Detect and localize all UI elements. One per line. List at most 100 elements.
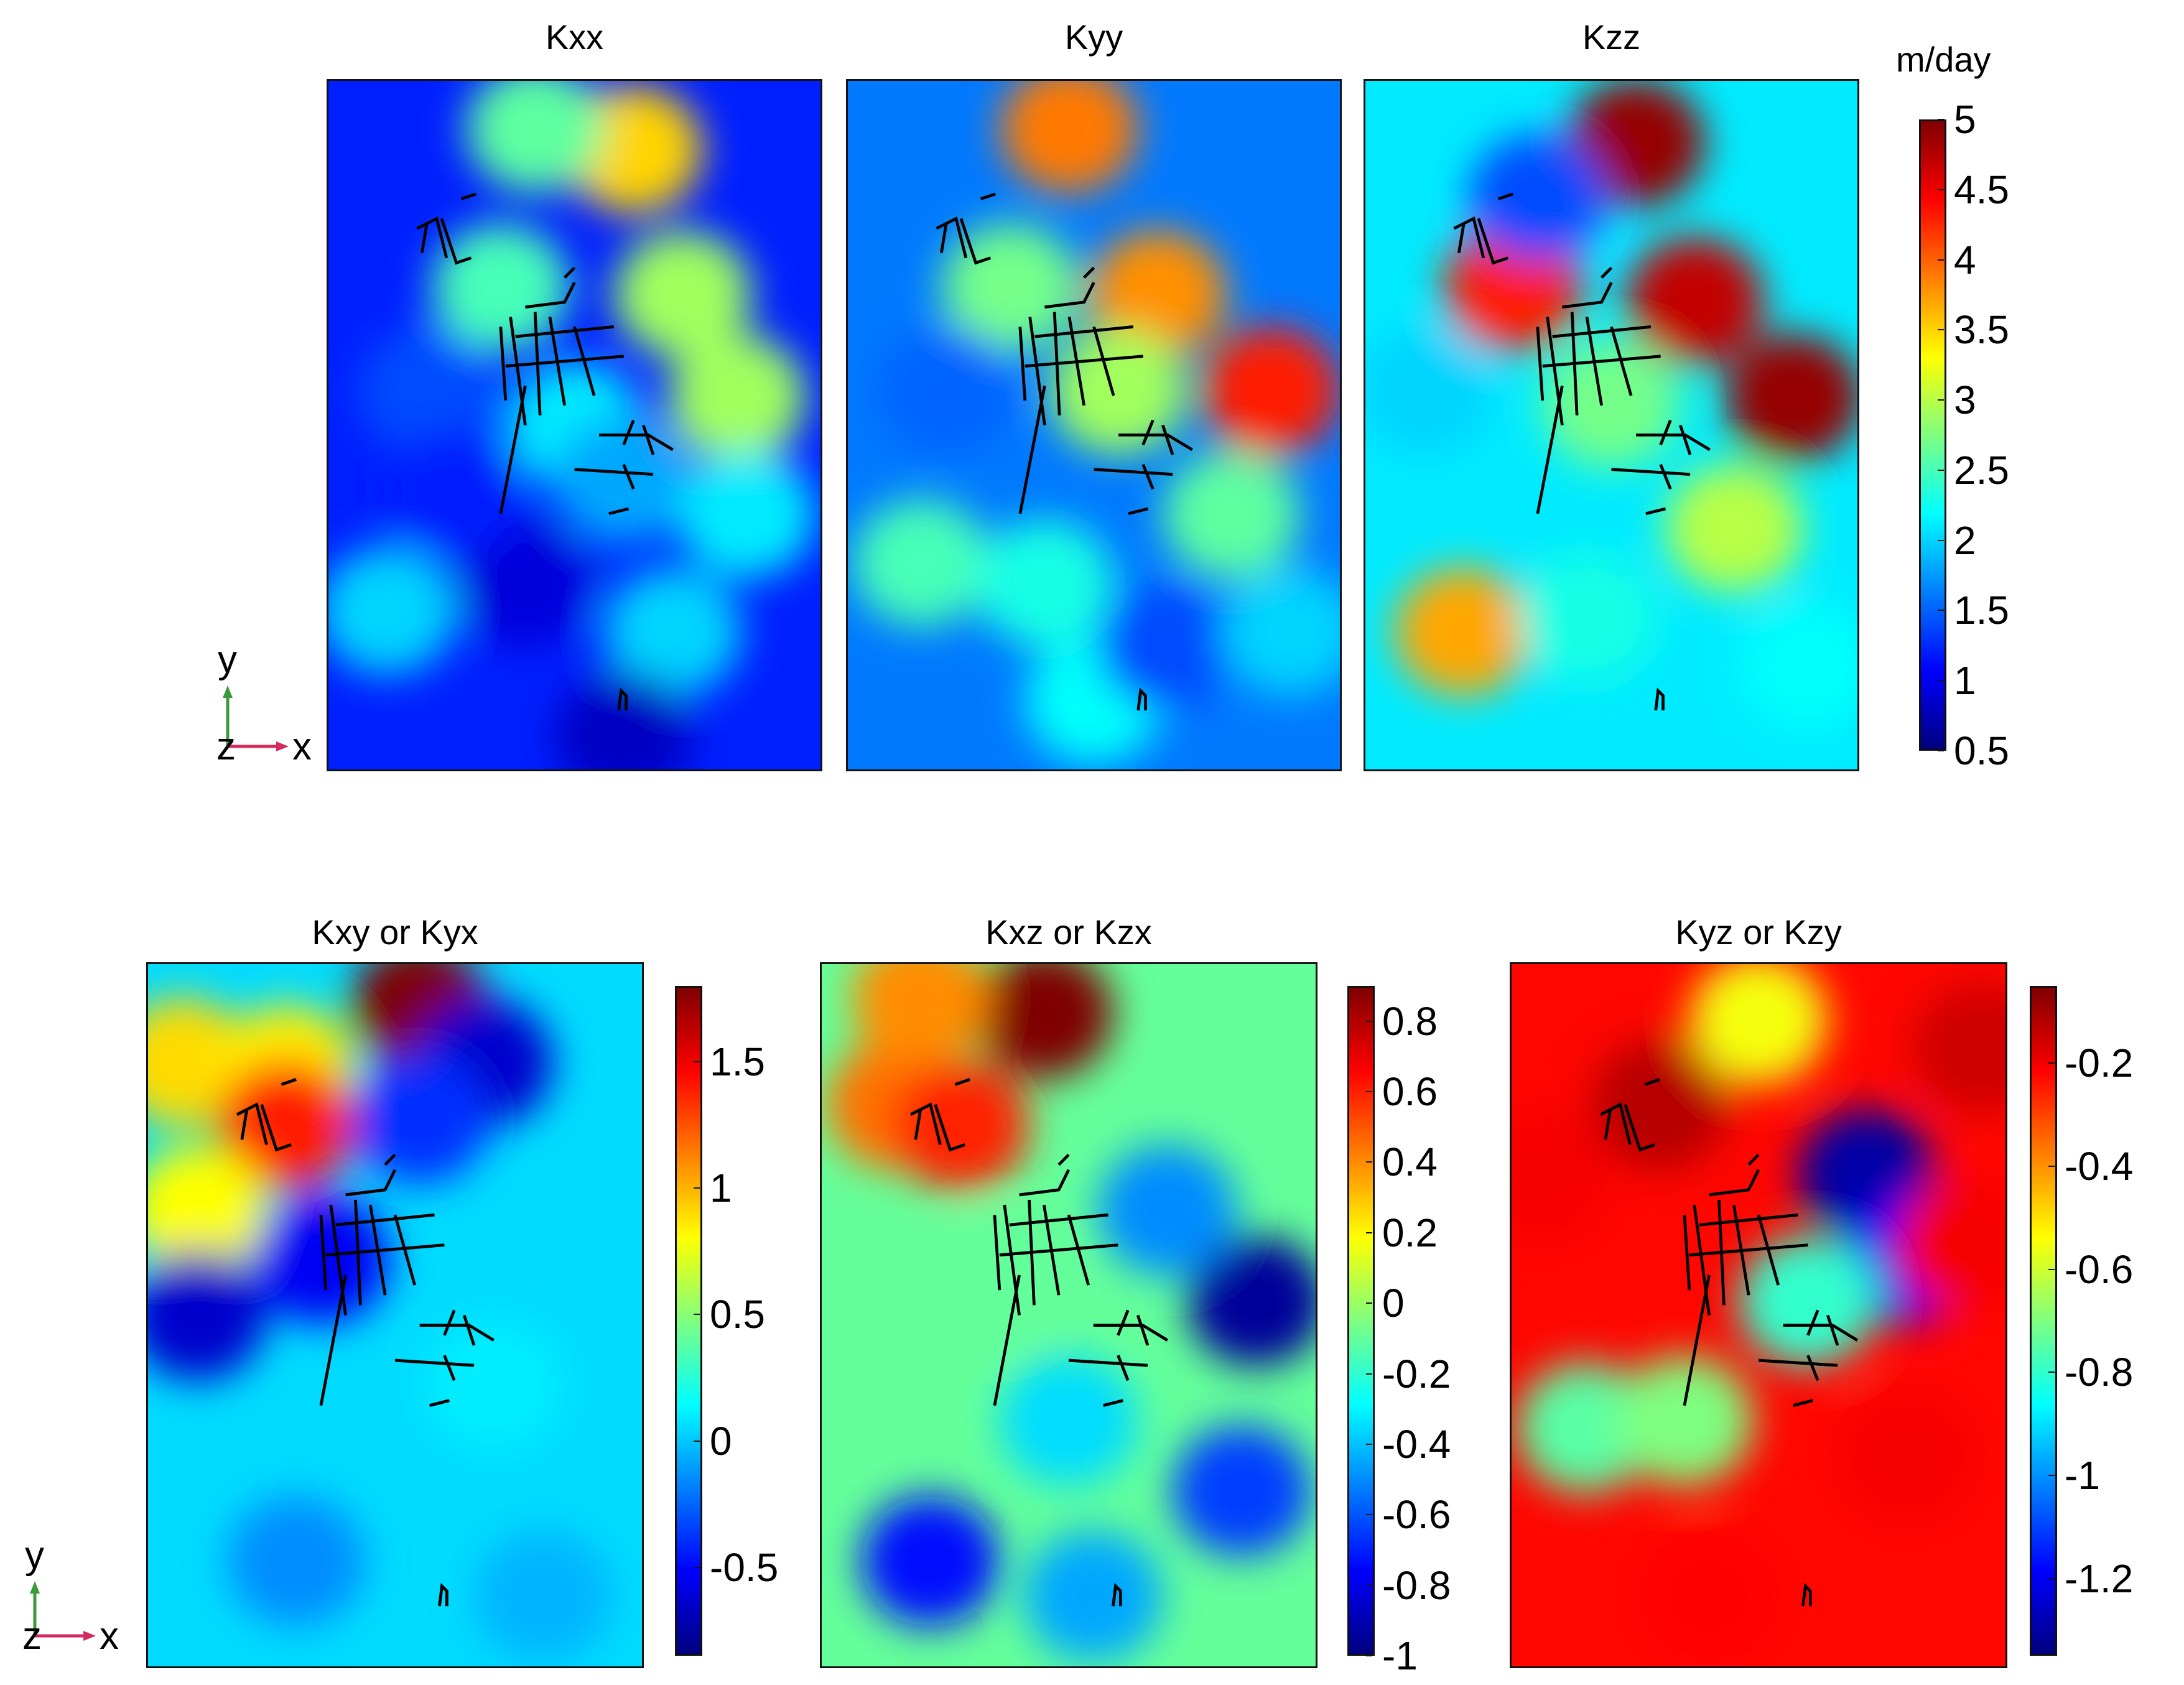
heatmap-zone <box>1838 1390 1976 1521</box>
heatmap-kxy <box>146 962 644 1668</box>
mine-tunnel <box>980 192 997 201</box>
axis-arrows-icon <box>223 685 289 751</box>
colorbar-tick-label: -0.4 <box>2065 1143 2134 1189</box>
heatmap-zone <box>148 1144 267 1275</box>
mine-tunnel <box>499 385 527 514</box>
colorbar-tick-mark <box>1366 1514 1372 1516</box>
colorbar-tick-label: 1.5 <box>710 1039 765 1084</box>
colorbar-unit: m/day <box>1896 40 1991 79</box>
heatmap-zone <box>925 1215 1064 1345</box>
mine-shaft-marker <box>1136 687 1147 711</box>
mine-tunnel <box>1094 419 1193 490</box>
colorbar-tick-label: 2 <box>1954 518 1976 563</box>
heatmap-kxx-svg <box>328 81 820 769</box>
panel-title-kxy: Kxy or Kyx <box>312 912 478 952</box>
mine-tunnel <box>993 1274 1021 1406</box>
heatmap-zone <box>554 671 693 769</box>
heatmap-zone <box>1739 602 1857 730</box>
colorbar-tick-mark <box>1938 259 1944 261</box>
heatmap-zone <box>1665 464 1803 593</box>
heatmap-zone <box>1098 1144 1237 1275</box>
mine-tunnel <box>993 1199 1118 1316</box>
heatmap-kxx <box>327 79 822 771</box>
colorbar-tick-mark <box>694 1314 700 1316</box>
colorbar-tick-mark <box>2048 1372 2055 1373</box>
mine-tunnel <box>429 1399 450 1408</box>
heatmap-kzz-svg <box>1365 81 1857 769</box>
colorbar-tick-mark <box>1366 1443 1372 1445</box>
mine-tunnel <box>281 1078 297 1086</box>
mine-tunnel <box>608 507 630 516</box>
colorbar-tick-mark <box>1938 469 1944 471</box>
mine-workings-overlay <box>236 1078 495 1607</box>
heatmap-zone <box>1469 134 1607 262</box>
colorbar-tick-label: -0.5 <box>710 1544 779 1590</box>
colorbar-tick-label: 1.5 <box>1954 588 2009 633</box>
heatmap-zone <box>1365 327 1494 455</box>
colorbar-tick-mark <box>1938 610 1944 611</box>
heatmap-zone <box>1640 1531 1778 1661</box>
heatmap-zone <box>1202 327 1340 455</box>
mine-tunnel <box>1536 312 1661 425</box>
heatmap-zone <box>941 223 1079 351</box>
colorbar-tick-mark <box>1366 1655 1372 1656</box>
heatmap-zone <box>1395 567 1533 696</box>
mine-tunnel <box>319 1274 347 1406</box>
heatmap-zone <box>1187 1236 1316 1367</box>
colorbar-tick-mark <box>1366 1020 1372 1022</box>
mine-workings-overlay <box>909 1078 1169 1607</box>
colorbar-tick-label: 5 <box>1954 97 1976 142</box>
mine-workings-overlay <box>1453 192 1711 711</box>
mine-tunnel <box>936 216 992 265</box>
colorbar-tick-label: 3.5 <box>1954 307 2009 353</box>
mine-shaft-marker <box>1112 1582 1122 1607</box>
colorbar-tick-mark <box>1938 119 1944 120</box>
mine-tunnel <box>319 1199 445 1316</box>
heatmap-zone <box>1024 1531 1163 1661</box>
heatmap-zone <box>456 519 595 648</box>
mine-tunnel <box>1793 1399 1813 1408</box>
colorbar-tick-label: 0 <box>1382 1281 1405 1326</box>
heatmap-zone <box>328 547 457 675</box>
heatmap-zone <box>603 567 742 696</box>
colorbar-tick-mark <box>2048 1062 2055 1064</box>
colorbar-tick-mark <box>1938 188 1944 190</box>
heatmap-zone <box>677 450 816 579</box>
mine-workings-overlay <box>416 192 674 711</box>
colorbar-tick-mark <box>694 1061 700 1062</box>
colorbar-tick-label: -1 <box>2065 1453 2100 1498</box>
heatmap-kxy-svg <box>148 964 642 1666</box>
mine-tunnel <box>1536 385 1564 514</box>
mine-shaft-marker <box>1801 1582 1812 1607</box>
colorbar-tick-mark <box>1366 1091 1372 1093</box>
heatmap-zone <box>1626 237 1764 366</box>
heatmap-zone <box>474 1531 613 1661</box>
heatmap-zone <box>1000 81 1138 193</box>
axis-label-z: z <box>216 725 236 768</box>
colorbar-tick-label: 0.4 <box>1382 1140 1438 1185</box>
colorbar-tick-label: -0.8 <box>2065 1350 2134 1395</box>
heatmap-zone <box>1739 1236 1877 1367</box>
mine-tunnel <box>1497 192 1514 201</box>
colorbar-tick-mark <box>2048 1475 2055 1477</box>
colorbar-tick-label: 0.5 <box>1954 728 2009 773</box>
heatmap-kyz <box>1510 962 2007 1668</box>
colorbar-kyz <box>2030 986 2057 1656</box>
heatmap-zone <box>148 1250 267 1381</box>
mine-tunnel <box>909 1102 966 1152</box>
mine-tunnel <box>394 1309 495 1381</box>
mine-tunnel <box>1599 1102 1656 1152</box>
colorbar-tick-label: -0.6 <box>1382 1492 1451 1538</box>
axis-arrows-icon <box>30 1581 96 1641</box>
heatmap-zone <box>358 327 496 455</box>
heatmap-zone <box>877 327 1015 455</box>
colorbar-tick-mark <box>2048 1165 2055 1167</box>
colorbar-tick-mark <box>1938 399 1944 401</box>
heatmap-zone <box>424 1320 563 1451</box>
mine-tunnel <box>1562 266 1613 309</box>
heatmap-zone <box>1689 964 1828 1086</box>
mine-tunnel <box>236 1102 292 1152</box>
mine-tunnel <box>1683 1199 1808 1316</box>
heatmap-zone <box>1518 554 1656 682</box>
mine-shaft-marker <box>1654 687 1665 711</box>
